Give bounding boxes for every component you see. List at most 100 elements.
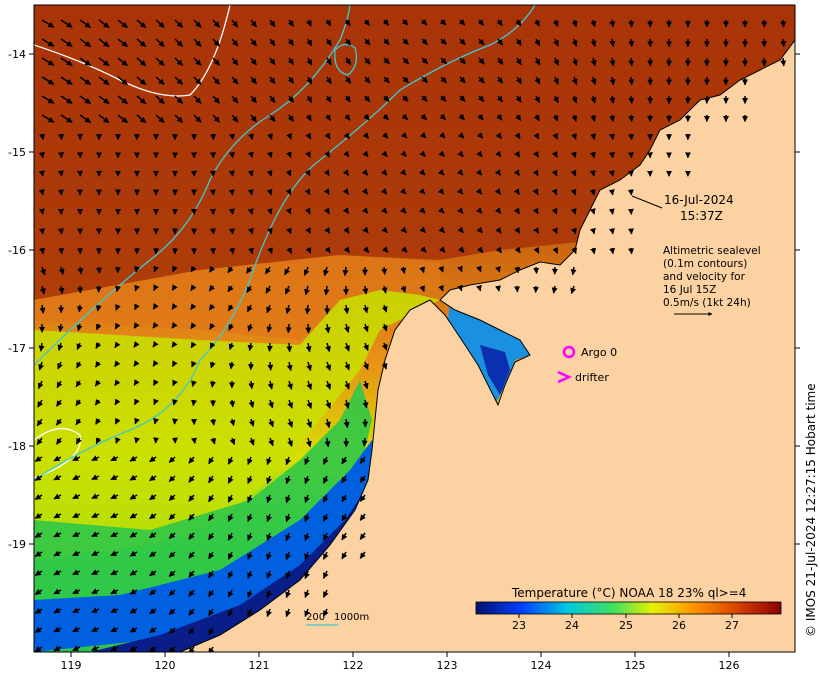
- velocity-arrow: [208, 570, 215, 579]
- velocity-arrow: [285, 304, 292, 315]
- velocity-arrow: [421, 95, 428, 102]
- velocity-arrow: [168, 608, 176, 616]
- velocity-arrow: [306, 95, 313, 104]
- velocity-arrow: [628, 76, 635, 86]
- velocity-arrow: [209, 342, 216, 350]
- velocity-arrow: [342, 169, 350, 176]
- velocity-arrow: [306, 38, 313, 47]
- velocity-arrow: [325, 57, 332, 66]
- velocity-arrow: [285, 608, 291, 618]
- velocity-arrow: [266, 188, 273, 196]
- velocity-arrow: [72, 626, 81, 633]
- velocity-arrow: [628, 247, 635, 255]
- velocity-arrow: [342, 188, 349, 195]
- velocity-arrow: [304, 551, 310, 561]
- velocity-arrow: [322, 475, 329, 484]
- velocity-arrow: [115, 437, 121, 444]
- velocity-arrow: [551, 207, 558, 215]
- velocity-arrow: [359, 494, 366, 502]
- velocity-arrow: [324, 227, 331, 234]
- velocity-arrow: [514, 226, 521, 234]
- velocity-arrow: [229, 437, 236, 446]
- velocity-arrow: [589, 227, 596, 235]
- velocity-arrow: [497, 76, 504, 84]
- velocity-arrow: [250, 76, 257, 85]
- velocity-arrow: [269, 95, 276, 104]
- velocity-arrow: [324, 246, 331, 254]
- velocity-arrow: [286, 227, 292, 235]
- velocity-arrow: [188, 456, 195, 464]
- x-tick-label: 122: [343, 659, 364, 672]
- velocity-arrow: [94, 398, 101, 406]
- velocity-arrow: [250, 57, 257, 66]
- velocity-arrow: [149, 513, 157, 520]
- velocity-arrow: [476, 265, 482, 273]
- velocity-arrow: [58, 266, 65, 275]
- velocity-arrow: [98, 19, 110, 29]
- velocity-arrow: [152, 321, 159, 329]
- velocity-arrow: [325, 418, 331, 429]
- velocity-arrow: [306, 399, 313, 409]
- velocity-arrow: [208, 284, 215, 292]
- velocity-arrow: [172, 379, 178, 387]
- velocity-arrow: [285, 551, 291, 561]
- velocity-arrow: [287, 437, 293, 447]
- velocity-arrow: [228, 151, 235, 159]
- velocity-arrow: [381, 361, 388, 370]
- velocity-arrow: [437, 187, 445, 195]
- velocity-arrow: [210, 133, 217, 141]
- velocity-arrow: [287, 114, 295, 122]
- velocity-arrow: [419, 285, 425, 293]
- velocity-arrow: [208, 627, 215, 636]
- velocity-arrow: [362, 150, 369, 158]
- velocity-arrow: [344, 114, 351, 121]
- velocity-arrow: [608, 228, 615, 235]
- velocity-arrow: [94, 361, 102, 368]
- velocity-arrow: [609, 57, 616, 67]
- velocity-arrow: [400, 285, 407, 293]
- velocity-arrow: [533, 266, 540, 274]
- velocity-arrow: [208, 265, 216, 273]
- velocity-arrow: [171, 341, 178, 348]
- velocity-arrow: [551, 169, 558, 177]
- velocity-arrow: [245, 266, 253, 274]
- velocity-arrow: [419, 150, 426, 157]
- velocity-arrow: [247, 513, 253, 522]
- velocity-arrow: [381, 150, 388, 158]
- velocity-arrow: [149, 475, 157, 482]
- mid-warm-region: [34, 255, 440, 340]
- velocity-arrow: [475, 169, 483, 176]
- velocity-arrow: [247, 208, 254, 215]
- velocity-arrow: [193, 114, 202, 123]
- velocity-arrow: [60, 57, 73, 67]
- velocity-arrow: [41, 76, 55, 85]
- velocity-arrow: [227, 285, 234, 293]
- velocity-arrow: [60, 95, 73, 105]
- velocity-arrow: [55, 399, 63, 407]
- velocity-arrow: [79, 38, 92, 48]
- velocity-arrow: [306, 418, 312, 429]
- velocity-arrow: [325, 114, 332, 122]
- velocity-arrow: [155, 114, 165, 124]
- velocity-arrow: [228, 170, 235, 177]
- velocity-arrow: [248, 380, 255, 390]
- velocity-arrow: [136, 76, 147, 86]
- velocity-arrow: [115, 304, 121, 311]
- velocity-arrow: [208, 646, 215, 652]
- velocity-arrow: [155, 95, 165, 105]
- velocity-arrow: [34, 474, 43, 482]
- velocity-arrow: [247, 570, 253, 579]
- velocity-arrow: [440, 57, 448, 65]
- velocity-arrow: [60, 76, 73, 86]
- velocity-arrow: [265, 285, 272, 294]
- velocity-arrow: [174, 76, 184, 85]
- velocity-arrow: [571, 247, 577, 255]
- velocity-arrow: [75, 399, 82, 407]
- velocity-arrow: [304, 304, 311, 315]
- velocity-arrow: [172, 399, 178, 406]
- velocity-arrow: [478, 76, 485, 84]
- velocity-arrow: [191, 360, 197, 368]
- velocity-arrow: [247, 475, 253, 484]
- temperature-colorbar: [475, 601, 782, 615]
- velocity-arrow: [250, 19, 257, 28]
